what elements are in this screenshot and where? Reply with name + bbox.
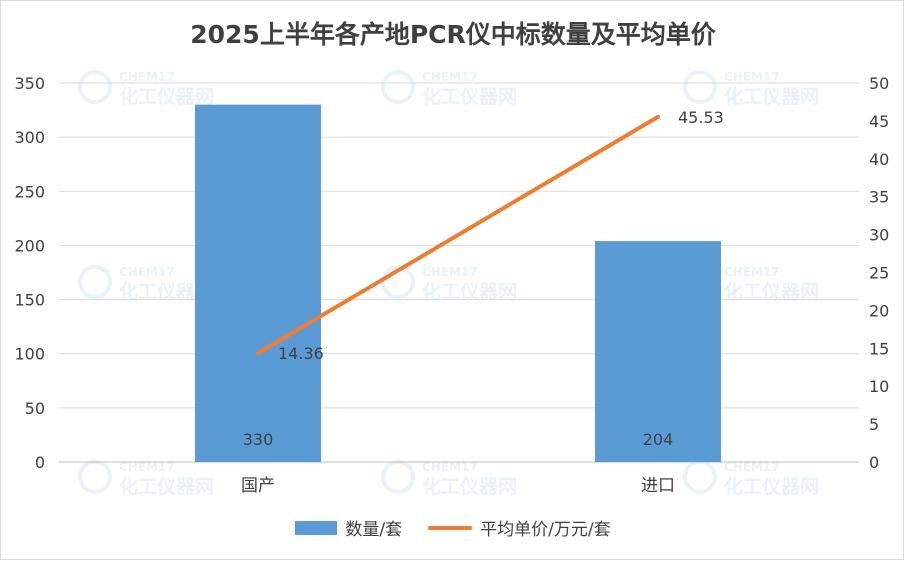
watermark-brand: CHEM17 xyxy=(724,265,780,279)
watermark-logo-icon xyxy=(78,460,112,494)
x-category-label: 进口 xyxy=(641,476,675,496)
watermark-logo-icon xyxy=(381,460,415,494)
y-left-tick-label: 300 xyxy=(14,128,45,147)
watermark-brand: CHEM17 xyxy=(422,265,478,279)
watermark-name: 化工仪器网 xyxy=(119,85,214,108)
watermark-logo-icon xyxy=(78,70,112,104)
bar-data-label: 204 xyxy=(643,430,674,449)
chart-title: 2025上半年各产地PCR仪中标数量及平均单价 xyxy=(190,20,716,49)
legend-swatch-bar xyxy=(295,520,338,535)
y-right-tick-label: 5 xyxy=(869,415,879,434)
legend-swatch-line xyxy=(428,525,473,530)
watermark-brand: CHEM17 xyxy=(119,70,175,84)
watermark-brand: CHEM17 xyxy=(724,70,780,84)
y-left-tick-label: 250 xyxy=(14,182,45,201)
y-right-tick-label: 25 xyxy=(869,264,889,283)
line-data-label: 45.53 xyxy=(678,108,724,127)
y-left-tick-label: 50 xyxy=(25,399,45,418)
line-data-label: 14.36 xyxy=(278,344,324,363)
y-right-tick-label: 40 xyxy=(869,150,889,169)
legend-label-line: 平均单价/万元/套 xyxy=(480,520,611,540)
y-left-tick-label: 100 xyxy=(14,345,45,364)
y-right-tick-label: 30 xyxy=(869,226,889,245)
watermark-brand: CHEM17 xyxy=(724,460,780,474)
y-left-tick-label: 0 xyxy=(35,453,45,472)
x-category-label: 国产 xyxy=(241,476,275,496)
bar-data-label: 330 xyxy=(243,430,274,449)
legend-item-line: 平均单价/万元/套 xyxy=(428,515,611,540)
y-left-tick-label: 200 xyxy=(14,236,45,255)
legend-label-bar: 数量/套 xyxy=(345,520,403,540)
y-right-tick-label: 45 xyxy=(869,112,889,131)
watermark-name: 化工仪器网 xyxy=(422,280,517,303)
watermark-brand: CHEM17 xyxy=(422,460,478,474)
y-left-tick-label: 150 xyxy=(14,291,45,310)
watermark-name: 化工仪器网 xyxy=(724,475,819,498)
y-right-tick-label: 20 xyxy=(869,301,889,320)
watermark-name: 化工仪器网 xyxy=(119,280,214,303)
y-left-tick-label: 350 xyxy=(14,74,45,93)
watermark-logo-icon xyxy=(381,70,415,104)
legend-item-bar: 数量/套 xyxy=(295,515,402,540)
watermark-logo-icon xyxy=(683,460,717,494)
watermark-logo-icon xyxy=(381,265,415,299)
watermark-logo-icon xyxy=(78,265,112,299)
y-right-tick-label: 0 xyxy=(869,453,879,472)
watermark-name: 化工仪器网 xyxy=(724,280,819,303)
watermark-name: 化工仪器网 xyxy=(724,85,819,108)
watermark-logo-icon xyxy=(683,70,717,104)
y-right-tick-label: 50 xyxy=(869,74,889,93)
watermark-name: 化工仪器网 xyxy=(422,85,517,108)
y-right-tick-label: 10 xyxy=(869,377,889,396)
bar-1 xyxy=(595,241,721,462)
y-right-tick-label: 15 xyxy=(869,339,889,358)
watermark-brand: CHEM17 xyxy=(119,265,175,279)
line-series xyxy=(256,114,660,356)
y-right-tick-label: 35 xyxy=(869,188,889,207)
watermark-name: 化工仪器网 xyxy=(422,475,517,498)
watermark-name: 化工仪器网 xyxy=(119,475,214,498)
watermark-brand: CHEM17 xyxy=(119,460,175,474)
watermark-brand: CHEM17 xyxy=(422,70,478,84)
bar-0 xyxy=(195,104,321,463)
legend: 数量/套 平均单价/万元/套 xyxy=(1,515,904,540)
